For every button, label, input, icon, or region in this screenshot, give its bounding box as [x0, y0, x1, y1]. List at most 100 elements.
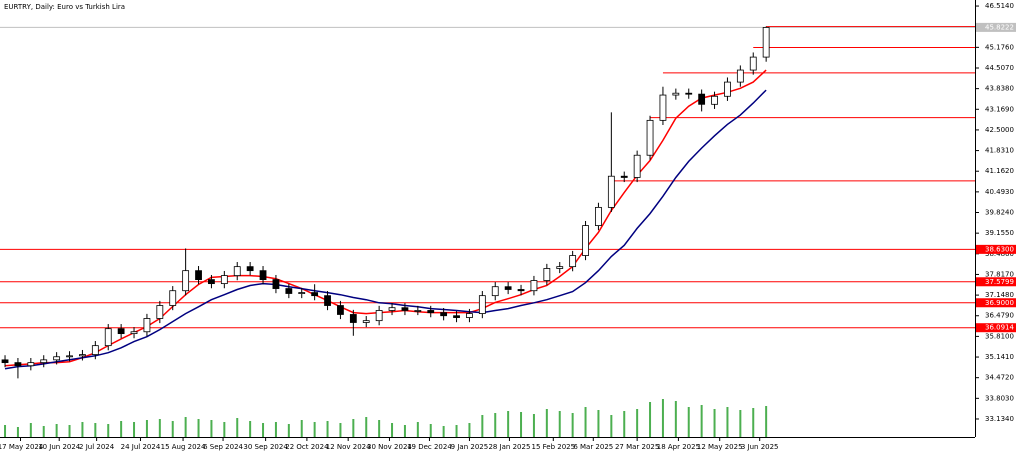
volume-bar — [184, 417, 187, 437]
candle-body — [517, 289, 525, 292]
volume-bar — [42, 426, 45, 437]
volume-bar — [236, 418, 239, 437]
candle-body — [440, 312, 448, 317]
x-tick-label: 15 Feb 2025 — [532, 443, 576, 451]
volume-bar — [649, 402, 652, 437]
level-label-box — [976, 244, 1016, 254]
volume-bar — [687, 407, 690, 437]
y-tick-label: 37.8170 — [985, 270, 1014, 278]
candle-body — [324, 295, 331, 306]
candle-body — [762, 27, 770, 58]
candle-body — [504, 286, 512, 290]
volume-bar — [378, 420, 381, 437]
volume-bar — [107, 424, 110, 437]
candle-body — [633, 154, 641, 178]
x-tick-label: 12 May 2025 — [697, 443, 743, 451]
candle-body — [14, 362, 22, 367]
y-tick-label: 34.4720 — [985, 374, 1014, 382]
volume-bar — [68, 425, 71, 437]
volume-bar — [765, 406, 768, 437]
candle-body — [117, 328, 125, 335]
candle-body — [646, 119, 654, 156]
x-tick-label: 17 May 2024 — [0, 443, 44, 451]
volume-bar — [700, 405, 703, 437]
y-tick-label: 44.5070 — [985, 64, 1014, 72]
volume-bar — [352, 419, 355, 437]
y-tick-label: 35.1410 — [985, 353, 1014, 361]
y-tick-label: 46.5140 — [985, 2, 1014, 10]
candle-body — [362, 320, 370, 323]
x-tick-label: 28 Jan 2025 — [488, 443, 530, 451]
candle-body — [1, 359, 9, 364]
volume-bar — [520, 412, 523, 437]
candle-body — [414, 310, 422, 312]
candle-body — [130, 331, 138, 335]
candle-body — [195, 270, 202, 281]
chart-title: EURTRY, Daily: Euro vs Turkish Lira — [4, 3, 125, 11]
y-tick-label: 33.8030 — [985, 394, 1014, 402]
candle-body — [156, 305, 164, 319]
candle-body — [607, 175, 615, 208]
x-tick-label: 18 Apr 2025 — [657, 443, 700, 451]
current-price-label: 45.8222 — [985, 23, 1014, 31]
volume-bar — [197, 419, 200, 437]
volume-bar — [16, 427, 19, 437]
candle-body — [259, 270, 267, 281]
candle-body — [143, 318, 151, 333]
candle-body — [569, 255, 577, 268]
x-tick-label: 27 Mar 2025 — [615, 443, 659, 451]
volume-bar — [532, 414, 535, 437]
volume-bar — [133, 422, 136, 437]
candle-body — [620, 175, 628, 178]
volume-bar — [262, 423, 265, 437]
level-label: 36.9000 — [985, 299, 1014, 307]
y-tick-label: 33.1340 — [985, 415, 1014, 423]
volume-bar — [507, 411, 510, 437]
candle-body — [375, 310, 383, 322]
level-label-box — [976, 298, 1016, 308]
candle-body — [672, 92, 680, 96]
y-tick-label: 45.1760 — [985, 43, 1014, 51]
current-price-box — [976, 22, 1016, 32]
x-tick-label: 24 Jul 2024 — [121, 443, 161, 451]
volume-bar — [29, 423, 32, 437]
volume-bar — [545, 409, 548, 437]
y-tick-label: 37.1480 — [985, 291, 1014, 299]
candle-body — [40, 359, 48, 364]
y-tick-label: 41.8310 — [985, 147, 1014, 155]
candle-body — [736, 69, 744, 83]
y-tick-label: 41.1620 — [985, 167, 1014, 175]
y-tick-label: 39.1550 — [985, 229, 1014, 237]
volume-bar — [249, 421, 252, 437]
x-tick-label: 22 Oct 2024 — [285, 443, 329, 451]
y-tick-label: 43.1690 — [985, 105, 1014, 113]
x-tick-label: 9 Jan 2025 — [451, 443, 489, 451]
candle-body — [530, 280, 538, 292]
candle-body — [556, 266, 564, 269]
candle-body — [478, 295, 486, 314]
candle-body — [466, 313, 473, 318]
candle-body — [491, 286, 499, 297]
level-label: 38.6300 — [985, 245, 1014, 253]
volume-bar — [726, 407, 729, 437]
y-tick-label: 35.8100 — [985, 332, 1014, 340]
volume-bar — [223, 422, 226, 437]
volume-bar — [429, 424, 432, 437]
candle-body — [349, 314, 357, 323]
candle-body — [582, 225, 589, 256]
volume-bar — [713, 409, 716, 437]
volume-bar — [4, 425, 7, 437]
volume-bar — [94, 423, 97, 437]
candle-body — [285, 288, 293, 294]
candle-body — [724, 81, 731, 97]
candle-body — [543, 268, 551, 281]
candle-body — [685, 92, 693, 95]
volume-bar — [610, 415, 613, 437]
x-tick-label: 10 Jun 2024 — [38, 443, 81, 451]
x-tick-label: 2 Jul 2024 — [79, 443, 115, 451]
candle-body — [208, 279, 215, 285]
volume-bar — [391, 423, 394, 437]
candle-body — [104, 328, 112, 347]
candle-body — [66, 355, 73, 358]
